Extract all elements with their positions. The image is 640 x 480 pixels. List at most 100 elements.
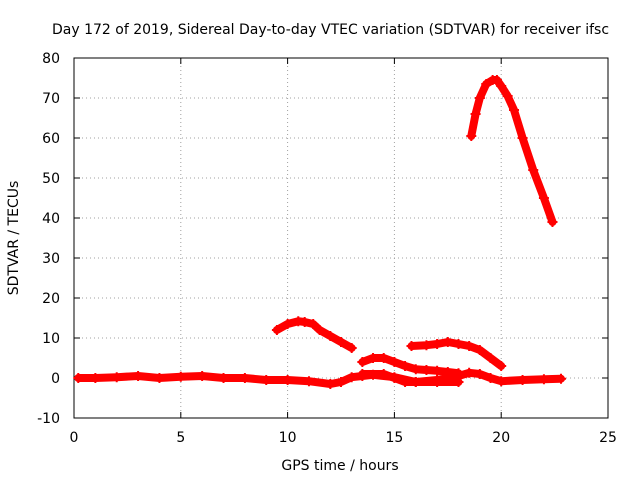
y-tick-label: 0 — [51, 371, 60, 387]
data-point — [538, 193, 549, 203]
data-point — [464, 341, 475, 351]
y-tick-label: 40 — [42, 211, 60, 227]
data-point — [282, 375, 293, 385]
data-point — [357, 369, 368, 379]
series-arc-4 — [357, 353, 464, 379]
grid — [74, 58, 608, 418]
y-tick-label: 70 — [42, 91, 60, 107]
data-point — [496, 376, 507, 387]
data-point — [496, 361, 507, 371]
data-point — [485, 353, 496, 363]
data-point — [336, 337, 346, 347]
data-point — [442, 367, 453, 377]
data-point — [90, 373, 101, 383]
data-point — [282, 319, 293, 329]
x-axis-label: GPS time / hours — [281, 458, 398, 474]
data-point — [421, 340, 432, 351]
y-tick-label: -10 — [37, 411, 60, 427]
data-point — [556, 373, 567, 384]
data-point — [432, 365, 443, 376]
data-point — [432, 339, 443, 349]
data-point — [133, 371, 144, 381]
data-point — [197, 371, 208, 381]
data-point — [336, 377, 346, 387]
series-arc-5 — [406, 337, 507, 371]
x-tick-label: 10 — [279, 430, 297, 446]
data-point — [547, 217, 558, 227]
data-point — [400, 361, 411, 371]
data-point — [73, 373, 84, 383]
data-point — [400, 377, 411, 387]
y-tick-label: 80 — [42, 51, 60, 67]
series-trace — [358, 354, 463, 378]
data-point — [517, 133, 528, 143]
data-point — [474, 93, 485, 103]
series-arc-6 — [466, 75, 558, 227]
data-point — [491, 75, 502, 85]
x-tick-label: 0 — [70, 430, 79, 446]
series-trace — [467, 76, 557, 226]
plot-frame — [73, 57, 609, 419]
data-point — [410, 364, 421, 375]
data-point — [442, 337, 453, 347]
data-point — [154, 373, 165, 383]
data-point — [496, 81, 507, 91]
data-point — [453, 368, 464, 379]
data-point — [239, 373, 250, 383]
data-point — [502, 91, 513, 101]
data-point — [389, 357, 400, 367]
ticks: 0 5 10 15 20 25 -10 0 10 20 30 40 50 60 70 80 — [37, 51, 617, 446]
data-point — [474, 369, 485, 379]
x-tick-label: 5 — [176, 430, 185, 446]
data-point — [325, 331, 336, 341]
data-point — [528, 165, 539, 175]
data-point — [453, 339, 464, 349]
data-point — [378, 353, 389, 363]
data-point — [464, 367, 475, 378]
data-point — [303, 376, 314, 387]
series-arc-2 — [357, 369, 464, 387]
data-point — [406, 341, 417, 351]
y-tick-label: 30 — [42, 251, 60, 267]
data-point — [466, 131, 477, 141]
data-point — [308, 319, 319, 329]
y-tick-label: 20 — [42, 291, 60, 307]
data-point — [314, 325, 325, 335]
data-point — [378, 369, 389, 379]
y-tick-label: 50 — [42, 171, 60, 187]
data-point — [421, 365, 432, 375]
series-arc-3 — [271, 316, 357, 353]
data-point — [410, 377, 421, 387]
data-point — [175, 371, 186, 382]
x-tick-label: 15 — [385, 430, 403, 446]
y-axis-label: SDTVAR / TECUs — [6, 181, 22, 296]
data-point — [538, 374, 549, 385]
chart-title: Day 172 of 2019, Sidereal Day-to-day VTE… — [52, 22, 609, 38]
data-point — [485, 373, 496, 383]
data-point — [453, 377, 464, 387]
data-point — [325, 379, 336, 389]
data-point — [474, 345, 485, 355]
series-arc-1 — [73, 367, 567, 389]
data-point — [389, 373, 400, 383]
data-point — [346, 372, 357, 383]
x-tick-label: 25 — [599, 430, 617, 446]
data-point — [357, 357, 368, 367]
data-series — [73, 75, 567, 389]
data-point — [261, 375, 272, 385]
data-point — [111, 372, 122, 383]
data-point — [346, 343, 357, 353]
data-point — [481, 79, 492, 89]
data-point — [299, 317, 310, 327]
data-point — [470, 109, 481, 119]
data-point — [218, 373, 229, 383]
data-point — [509, 105, 520, 115]
data-point — [517, 375, 528, 385]
x-tick-label: 20 — [492, 430, 510, 446]
data-point — [432, 377, 443, 387]
data-point — [271, 325, 282, 335]
y-tick-label: 60 — [42, 131, 60, 147]
y-tick-label: 10 — [42, 331, 60, 347]
data-point — [368, 353, 379, 363]
